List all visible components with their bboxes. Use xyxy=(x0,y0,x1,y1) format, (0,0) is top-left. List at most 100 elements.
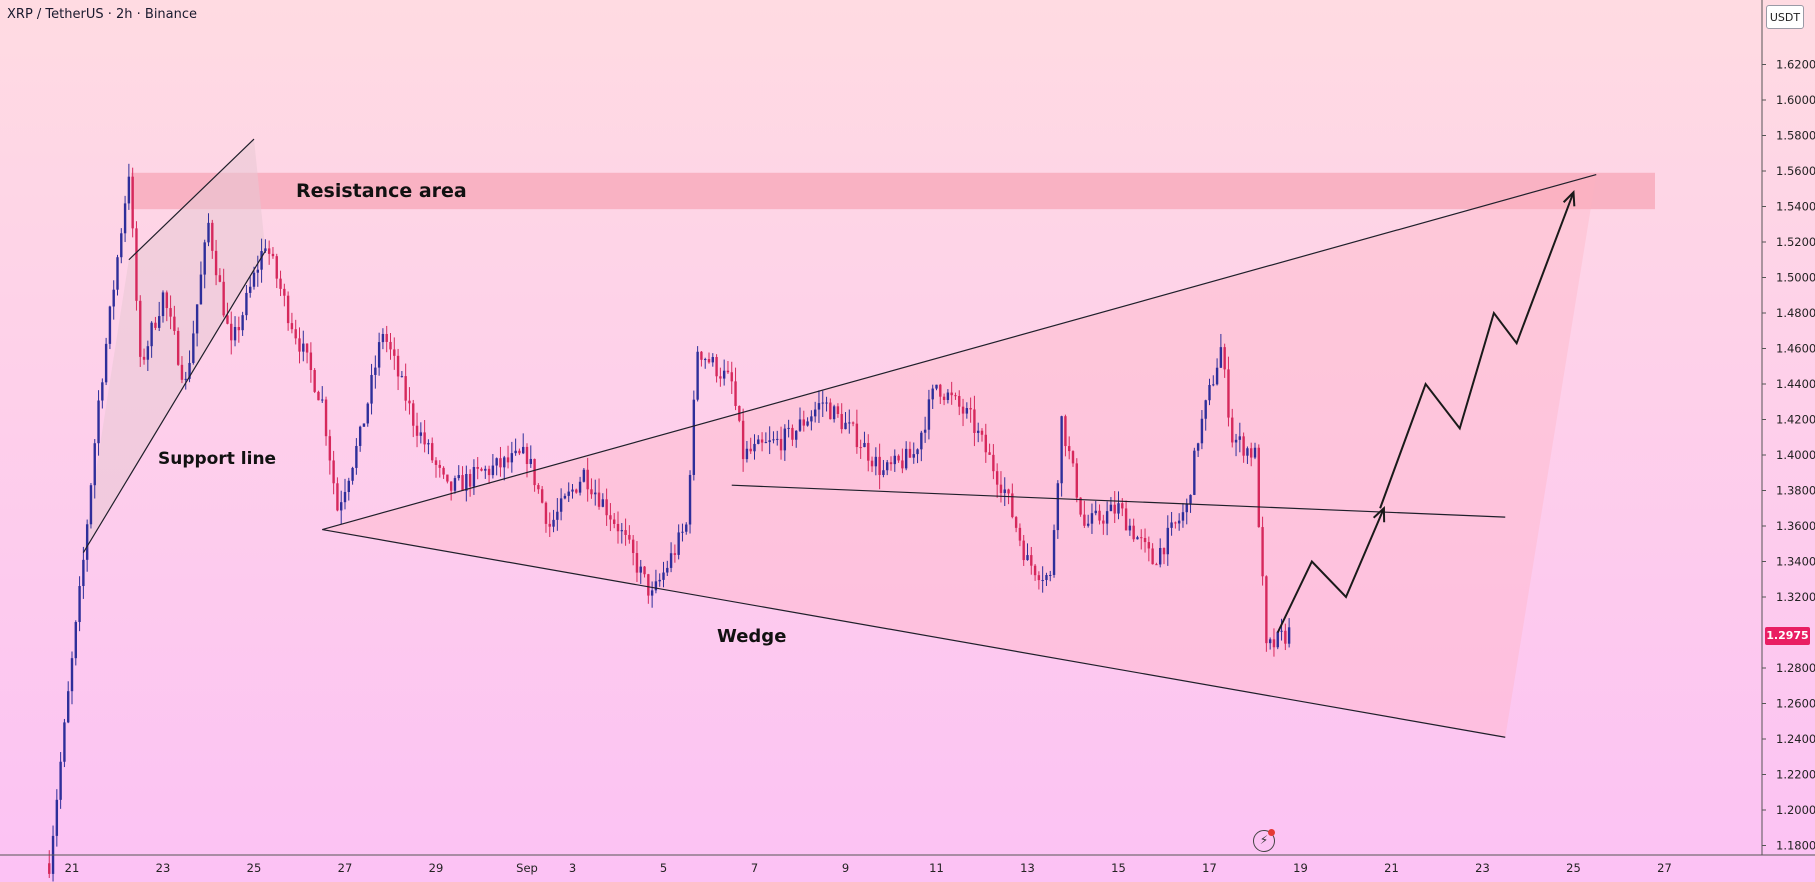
candle-body xyxy=(829,402,832,420)
candle-body xyxy=(650,590,654,596)
time-tick-label: 3 xyxy=(569,861,576,875)
candle-body xyxy=(980,430,984,435)
candle-body xyxy=(685,524,688,532)
candle-body xyxy=(199,274,203,305)
candle-body xyxy=(446,474,449,482)
candle-body xyxy=(1276,631,1279,648)
candle-body xyxy=(916,449,919,455)
candle-body xyxy=(556,511,559,520)
candle-body xyxy=(886,462,889,471)
price-tick-label: 1.1800 xyxy=(1776,839,1815,853)
candle-body xyxy=(116,257,119,290)
time-tick-label: 25 xyxy=(247,861,262,875)
candle-body xyxy=(423,432,426,445)
candle-body xyxy=(1170,522,1173,528)
candle-body xyxy=(840,413,843,430)
candle-body xyxy=(654,581,658,591)
candle-body xyxy=(897,455,900,461)
candle-body xyxy=(63,722,66,762)
candle-body xyxy=(1079,497,1082,515)
candle-body xyxy=(1166,527,1169,555)
candle-body xyxy=(104,343,108,383)
candle-body xyxy=(1026,555,1029,561)
candle-body xyxy=(127,176,131,204)
candle-body xyxy=(1246,448,1249,456)
candle-body xyxy=(867,442,870,461)
candle-body xyxy=(946,392,950,400)
candle-body xyxy=(749,448,752,452)
candle-body xyxy=(647,574,650,596)
candle-body xyxy=(1128,525,1132,531)
candle-body xyxy=(1086,523,1090,526)
candle-body xyxy=(525,446,529,465)
candle-body xyxy=(704,359,707,361)
candle-body xyxy=(730,372,733,382)
candle-body xyxy=(1124,508,1128,531)
candle-body xyxy=(294,329,297,339)
wedge-upper-line xyxy=(322,173,1597,531)
candle-body xyxy=(624,530,627,535)
candle-body xyxy=(882,470,885,475)
candle-body xyxy=(1049,574,1052,576)
candle-body xyxy=(1064,416,1067,447)
time-tick-label: 23 xyxy=(156,861,171,875)
candle-body xyxy=(977,430,980,433)
symbol-title[interactable]: XRP / TetherUS · 2h · Binance xyxy=(7,7,198,22)
candle-body xyxy=(70,658,74,692)
price-tick-label: 1.4200 xyxy=(1776,413,1815,427)
candle-body xyxy=(787,427,790,429)
candle-body xyxy=(169,308,172,317)
candle-body xyxy=(666,567,669,573)
candle-body xyxy=(1272,639,1276,648)
candle-body xyxy=(522,446,525,454)
candle-body xyxy=(1265,576,1268,644)
candle-body xyxy=(135,228,138,301)
candle-body xyxy=(817,403,821,410)
candle-body xyxy=(927,399,931,430)
candle-body xyxy=(275,256,278,279)
time-tick-label: 5 xyxy=(660,861,667,875)
time-tick-label: 11 xyxy=(929,861,944,875)
candle-body xyxy=(48,863,51,874)
lightning-icon[interactable]: ⚡ xyxy=(1253,830,1275,852)
inner-support-line xyxy=(731,484,1506,518)
candle-body xyxy=(286,295,290,324)
candle-body xyxy=(741,420,745,460)
candle-body xyxy=(1136,537,1139,540)
candle-body xyxy=(810,416,813,422)
candle-body xyxy=(1174,522,1177,524)
candle-body xyxy=(540,489,544,503)
candle-body xyxy=(393,349,396,356)
candle-body xyxy=(825,402,828,404)
candle-body xyxy=(628,534,631,540)
candle-body xyxy=(700,351,703,360)
candle-body xyxy=(1185,503,1188,513)
candle-body xyxy=(658,579,661,582)
candle-body xyxy=(408,400,411,404)
candle-body xyxy=(1098,510,1101,521)
candle-body xyxy=(283,288,286,296)
currency-badge[interactable]: USDT xyxy=(1766,5,1804,29)
candle-body xyxy=(279,278,282,289)
candle-body xyxy=(965,408,969,414)
price-tick-label: 1.5200 xyxy=(1776,235,1815,249)
candle-body xyxy=(321,399,324,401)
candle-body xyxy=(1143,537,1147,543)
candle-body xyxy=(302,343,305,352)
wedge-lower-line xyxy=(322,528,1506,738)
candle-body xyxy=(544,502,548,524)
candle-body xyxy=(192,333,195,363)
candle-body xyxy=(499,458,502,468)
candle-body xyxy=(726,370,730,373)
candle-body xyxy=(503,457,506,468)
time-tick-label: 21 xyxy=(65,861,80,875)
resistance-area-label: Resistance area xyxy=(296,180,467,202)
candle-body xyxy=(108,306,112,344)
candle-body xyxy=(707,359,711,363)
candle-body xyxy=(1056,483,1060,531)
candle-body xyxy=(1200,418,1204,444)
candle-body xyxy=(992,454,995,472)
flag-shading xyxy=(83,139,266,553)
candle-body xyxy=(176,330,180,365)
